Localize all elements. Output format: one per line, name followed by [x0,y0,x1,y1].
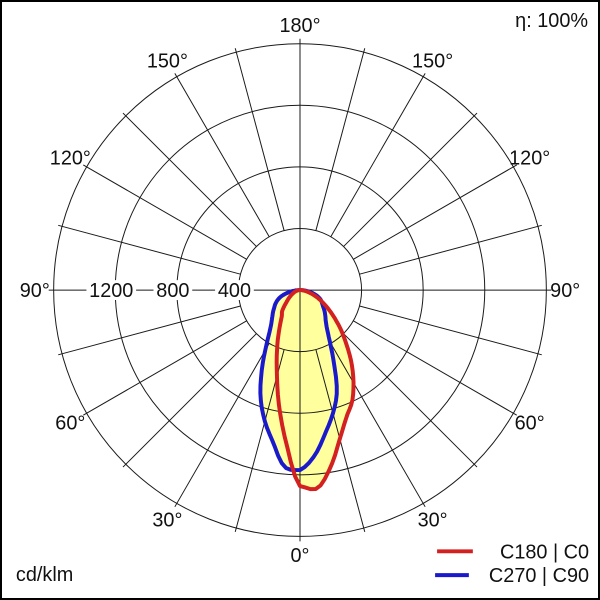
angle-label: 150° [412,50,453,72]
grid-spoke [353,164,517,260]
ring-label: 800 [156,280,189,302]
angle-label: 0° [290,545,309,567]
grid-spoke [83,164,247,260]
ring-label: 1200 [89,280,133,302]
ring-label-bg [86,280,137,300]
ring-label: 400 [218,280,251,302]
angle-label: 60° [515,413,545,435]
angle-label: 30° [152,510,182,532]
grid-spoke [330,73,426,237]
grid-spoke [58,224,241,275]
angle-label: 180° [279,15,320,37]
lobe-fills [260,290,354,490]
grid-spoke [359,224,542,275]
ring-label-bg [153,280,193,300]
angle-label: 30° [418,510,448,532]
grid-spoke [343,112,478,247]
legend-label-c180-c0: C180 | C0 [500,541,589,563]
grid-spoke [83,320,247,416]
efficiency-label: η: 100% [515,10,588,32]
angle-label: 60° [55,413,85,435]
curve-c180-c0 [274,288,356,492]
angle-label: 120° [509,147,550,169]
grid-spoke [343,333,478,468]
grid-spoke [359,305,542,356]
legend-label-c270-c90: C270 | C90 [489,565,589,587]
grid-spoke [234,48,285,231]
grid-spoke [174,73,270,237]
angle-label: 90° [20,280,50,302]
angle-label: 90° [550,280,580,302]
grid-spoke [58,305,241,356]
grid-spoke [122,333,257,468]
grid-labels: 400 800 1200 0° 30° 30° 60° 60° 90° 90° 120° 120° 15… [20,15,580,567]
angle-label: 150° [147,50,188,72]
legend: C180 | C0 C270 | C90 [435,541,589,587]
grid-spoke [330,343,426,508]
unit-label: cd/klm [16,564,73,586]
grid-spoke [122,112,257,247]
ring-label-bg [215,280,254,300]
grid-spoke [174,343,270,508]
grid-spoke [315,48,366,231]
grid-spoke [353,320,517,416]
angle-label: 120° [50,147,91,169]
intensity-curves [258,288,356,492]
